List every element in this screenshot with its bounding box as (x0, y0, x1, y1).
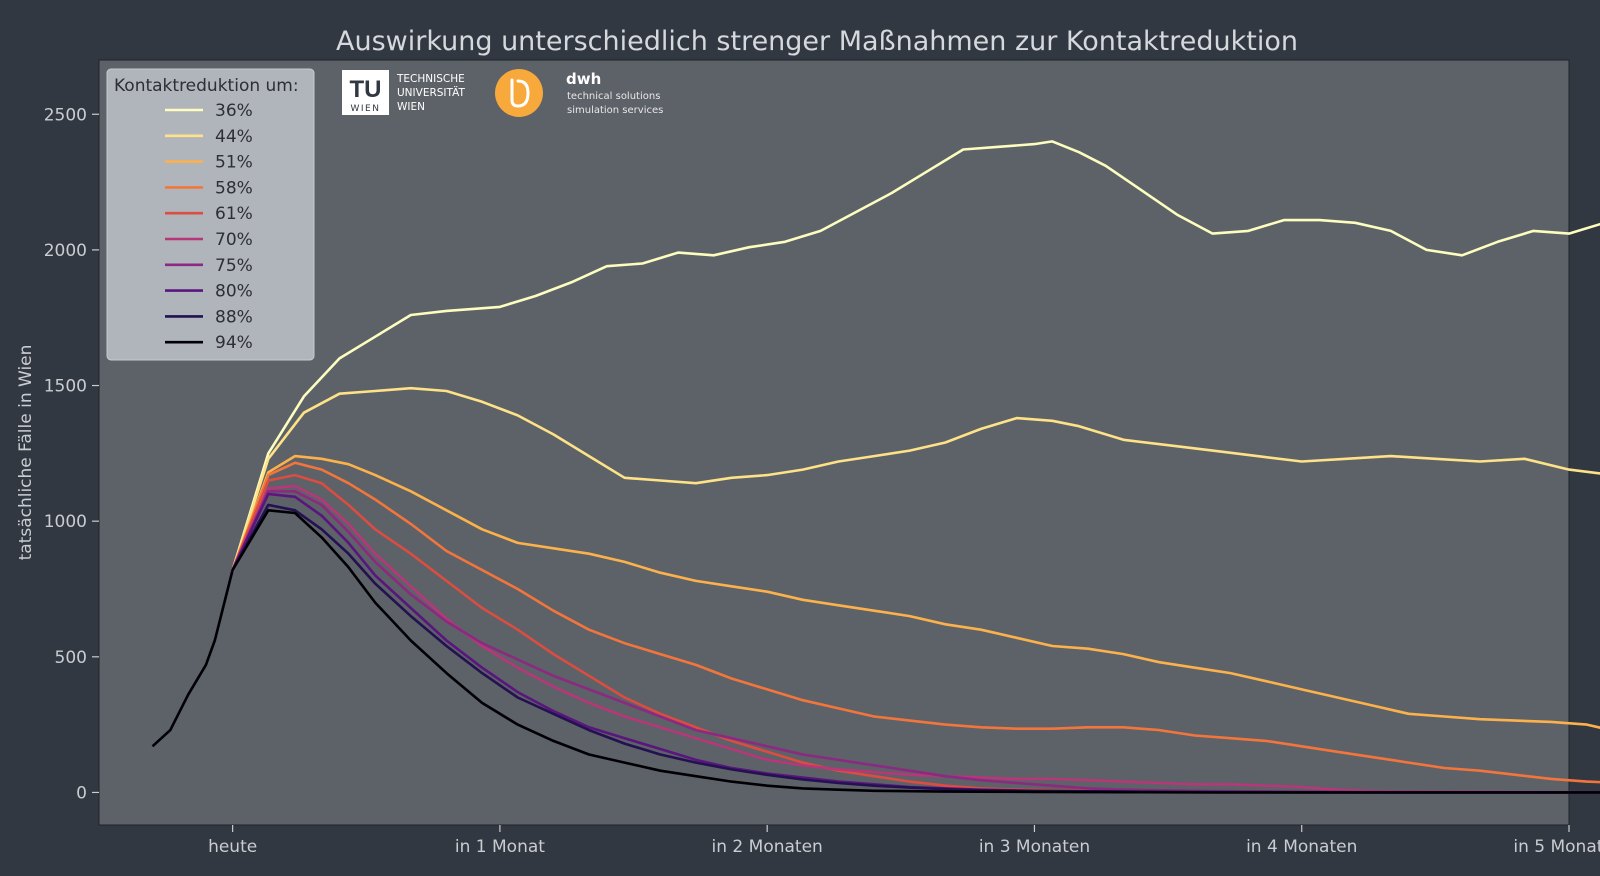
dwh-logo-circle (495, 69, 543, 117)
x-tick-label: in 2 Monaten (712, 837, 823, 857)
history-line (151, 569, 234, 748)
dwh-logo-glyph (510, 78, 530, 108)
legend-label: 75% (215, 256, 253, 276)
x-tick-label: in 1 Monat (455, 837, 545, 857)
series-line-58pct (231, 461, 1600, 784)
legend-label: 70% (215, 230, 253, 250)
legend-label: 58% (215, 178, 253, 198)
series-line-70pct (231, 484, 1600, 794)
series-layer (151, 140, 1600, 794)
legend-label: 51% (215, 153, 253, 173)
legend-title: Kontaktreduktion um: (114, 76, 299, 96)
tu-logo-line-3: WIEN (397, 101, 425, 113)
series-line-94pct (231, 509, 1600, 794)
legend-label: 94% (215, 333, 253, 353)
series-line-36pct (231, 140, 1600, 572)
plot-area (98, 59, 1570, 826)
y-tick-label: 0 (76, 783, 87, 803)
series-line-51pct (231, 454, 1600, 729)
y-tick-label: 1000 (44, 512, 87, 532)
x-tick-label: heute (208, 837, 257, 857)
tu-logo-mark-box (342, 70, 389, 115)
tu-logo-line-2: UNIVERSITÄT (397, 86, 465, 99)
axes-layer: 0 500 1000 1500 2000 2500 heute in 1 Monat in 2 … (44, 105, 1600, 857)
x-tick-label: in 3 Monaten (979, 837, 1090, 857)
y-tick-label: 2000 (44, 241, 87, 261)
tu-logo-line-1: TECHNISCHE (396, 73, 465, 85)
legend-label: 36% (215, 101, 253, 121)
dwh-logo-line-1: technical solutions (567, 91, 660, 102)
dwh-logo: dwh technical solutions simulation servi… (495, 69, 663, 117)
tu-logo-sub: WIEN (351, 104, 381, 114)
x-tick-label: in 5 Monaten (1513, 837, 1600, 857)
legend-label: 88% (215, 307, 253, 327)
dwh-logo-name: dwh (566, 70, 601, 88)
legend-items: 36% 44% 51% 58% 61% 70% 75% 80% 88% 94% (165, 101, 253, 353)
tu-wien-logo: TU WIEN TECHNISCHE UNIVERSITÄT WIEN (342, 70, 465, 115)
legend: Kontaktreduktion um: 36% 44% 51% 58% 61% 70% 7… (106, 68, 315, 361)
legend-label: 80% (215, 282, 253, 302)
chart-title: Auswirkung unterschiedlich strenger Maßn… (336, 26, 1298, 57)
series-line-44pct (231, 386, 1600, 572)
legend-box (106, 68, 315, 361)
legend-label: 61% (215, 204, 253, 224)
x-tick-label: in 4 Monaten (1246, 837, 1357, 857)
legend-label: 44% (215, 127, 253, 147)
tu-logo-mark: TU (350, 76, 382, 103)
y-axis-label: tatsächliche Fälle in Wien (16, 345, 36, 561)
y-tick-label: 2500 (44, 105, 87, 125)
dwh-logo-line-2: simulation services (567, 105, 663, 116)
y-tick-label: 500 (55, 648, 87, 668)
y-tick-label: 1500 (44, 377, 87, 397)
